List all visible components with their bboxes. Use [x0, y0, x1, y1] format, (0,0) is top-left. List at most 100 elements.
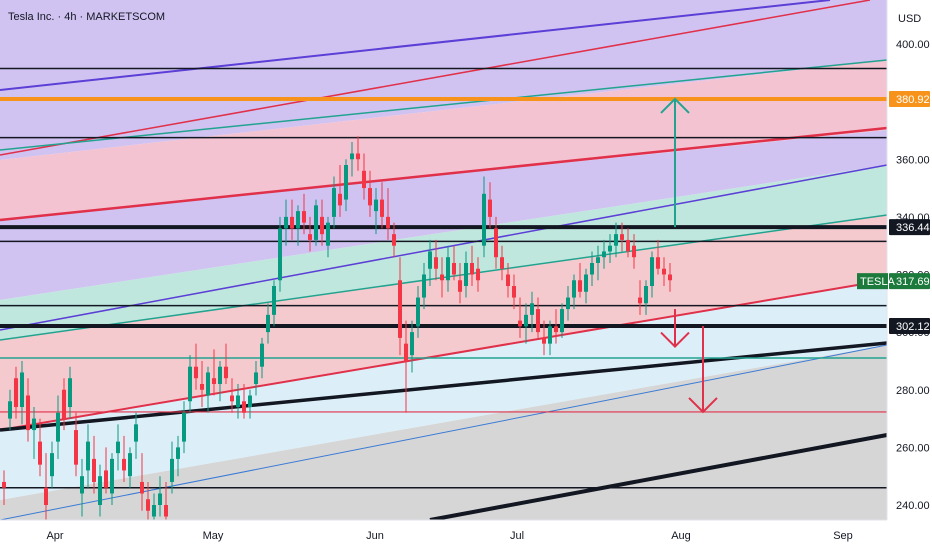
candle-body — [554, 326, 558, 333]
candle-body — [446, 257, 450, 281]
candle — [404, 320, 408, 413]
candle-body — [584, 274, 588, 292]
trendline-black-low — [429, 433, 888, 522]
candle-body — [302, 211, 306, 223]
candle-body — [398, 280, 402, 338]
candle-body — [2, 481, 6, 488]
candle — [176, 435, 180, 477]
candle — [536, 297, 540, 338]
candle-body — [608, 245, 612, 252]
candle-body — [338, 193, 342, 206]
candle-body — [62, 389, 66, 419]
candle-body — [104, 470, 108, 488]
candle-body — [344, 165, 348, 200]
arrow-head — [688, 397, 718, 414]
candle — [416, 286, 420, 338]
candle-body — [524, 314, 528, 327]
candle — [212, 349, 216, 396]
candle-body — [386, 216, 390, 229]
candle-body — [422, 274, 426, 298]
candles — [2, 136, 672, 534]
zone-teal — [0, 165, 887, 340]
candle — [254, 360, 258, 396]
candle — [542, 320, 546, 356]
candle — [284, 199, 288, 246]
candle-body — [482, 193, 486, 246]
candle — [302, 193, 306, 235]
candle — [206, 366, 210, 413]
arrow-annotations — [660, 97, 718, 414]
candle-body — [410, 332, 414, 356]
candle-body — [50, 453, 54, 477]
candle — [92, 435, 96, 494]
candle — [578, 262, 582, 298]
candle — [428, 239, 432, 287]
candle — [410, 320, 414, 373]
candle-body — [38, 441, 42, 465]
candle-body — [20, 372, 24, 408]
arrow-head — [660, 331, 690, 348]
candle — [500, 245, 504, 281]
candle-body — [662, 268, 666, 275]
price-tick-label: 400.00 — [896, 39, 930, 51]
candle-body — [434, 257, 438, 269]
candle-body — [308, 234, 312, 240]
candle — [290, 199, 294, 240]
candle-body — [428, 251, 432, 269]
candle-body — [668, 274, 672, 281]
candle — [2, 470, 6, 505]
price-tag: 302.12 — [889, 318, 930, 335]
candle — [308, 216, 312, 252]
candle-body — [92, 458, 96, 482]
candle-body — [218, 366, 222, 384]
candle-body — [368, 188, 372, 206]
candle — [668, 262, 672, 292]
candle-body — [506, 274, 510, 287]
candle — [74, 412, 78, 477]
candle-body — [200, 383, 204, 390]
time-axis-background — [0, 520, 932, 550]
candle-body — [512, 286, 516, 298]
candle — [218, 360, 222, 402]
trendline-red-upper — [0, 126, 888, 222]
candle — [80, 458, 84, 517]
candle — [446, 245, 450, 292]
candle — [488, 182, 492, 229]
candle — [614, 222, 618, 258]
candle-body — [362, 170, 366, 189]
candle — [620, 222, 624, 252]
candle-body — [518, 320, 522, 327]
candle-body — [500, 257, 504, 269]
candle-body — [476, 268, 480, 281]
trendline-teal-top — [0, 59, 888, 151]
zone-purple-top — [0, 0, 887, 160]
candle-body — [464, 262, 468, 287]
candle — [140, 453, 144, 511]
trendlines — [0, 0, 888, 522]
candle-body — [32, 418, 36, 431]
candle — [194, 343, 198, 390]
candle-body — [560, 309, 564, 333]
candle-body — [614, 234, 618, 246]
candle — [128, 447, 132, 488]
candle — [380, 182, 384, 229]
candle — [56, 395, 60, 459]
candle — [608, 234, 612, 263]
candle — [224, 343, 228, 384]
candle-body — [392, 234, 396, 246]
candle — [50, 441, 54, 488]
candle-body — [374, 199, 378, 212]
candle-body — [242, 401, 246, 413]
chart-title: Tesla Inc. · 4h · MARKETSCOM — [8, 11, 165, 23]
candle-body — [632, 245, 636, 258]
candle — [524, 303, 528, 344]
candle-body — [86, 441, 90, 471]
candle — [458, 262, 462, 304]
price-tick-label: 280.00 — [896, 385, 930, 397]
candle-body — [380, 199, 384, 217]
candle-body — [230, 395, 234, 402]
candle — [398, 257, 402, 356]
